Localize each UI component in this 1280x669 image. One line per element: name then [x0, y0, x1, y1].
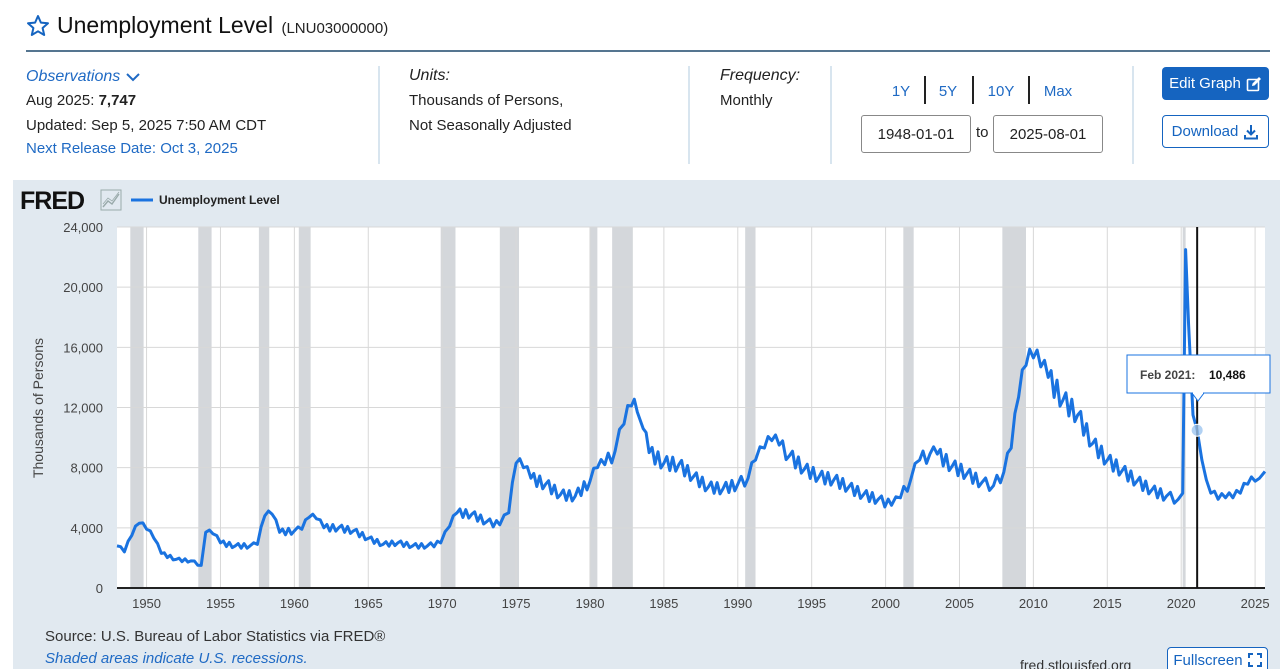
fullscreen-label: Fullscreen — [1173, 651, 1243, 669]
title-bar: Unemployment Level (LNU03000000) — [26, 12, 1270, 52]
y-tick-label: 8,000 — [70, 461, 103, 476]
fullscreen-icon — [1247, 653, 1262, 667]
legend-label: Unemployment Level — [159, 193, 280, 207]
y-axis-label: Thousands of Persons — [30, 338, 46, 478]
x-tick-label: 1995 — [797, 596, 826, 611]
page-title: Unemployment Level (LNU03000000) — [57, 12, 388, 39]
x-tick-label: 2025 — [1241, 596, 1270, 611]
range-5y-button[interactable]: 5Y — [938, 83, 958, 100]
fred-chart-icon — [100, 189, 122, 211]
x-tick-label: 1950 — [132, 596, 161, 611]
range-1y-button[interactable]: 1Y — [891, 83, 911, 100]
units-panel: Units: Thousands of Persons, Not Seasona… — [409, 66, 679, 164]
x-tick-label: 2005 — [945, 596, 974, 611]
source-note: Source: U.S. Bureau of Labor Statistics … — [45, 628, 386, 645]
x-tick-label: 2020 — [1167, 596, 1196, 611]
x-tick-label: 2000 — [871, 596, 900, 611]
download-button[interactable]: Download — [1162, 115, 1269, 148]
tooltip: Feb 2021: 10,486 — [1126, 354, 1271, 402]
updated-timestamp: Updated: Sep 5, 2025 7:50 AM CDT — [26, 117, 267, 134]
x-tick-label: 2015 — [1093, 596, 1122, 611]
edit-graph-button[interactable]: Edit Graph — [1162, 67, 1269, 100]
fred-logo[interactable]: FRED — [20, 187, 85, 215]
next-release-link[interactable]: Next Release Date: Oct 3, 2025 — [26, 140, 238, 157]
divider — [1028, 76, 1030, 104]
end-date-input[interactable] — [993, 115, 1103, 153]
edit-graph-label: Edit Graph — [1169, 75, 1241, 92]
latest-period: Aug 2025: — [26, 92, 95, 109]
tooltip-date: Feb 2021: — [1140, 368, 1195, 382]
recession-note-link[interactable]: Shaded areas indicate U.S. recessions. — [45, 650, 308, 667]
range-10y-button[interactable]: 10Y — [987, 83, 1015, 100]
x-tick-label: 1985 — [649, 596, 678, 611]
star-icon[interactable] — [26, 14, 50, 38]
y-ticks: 0 4,000 8,000 12,000 16,000 20,000 24,000 — [63, 220, 103, 596]
divider — [378, 66, 380, 164]
download-label: Download — [1171, 123, 1239, 140]
download-icon — [1244, 124, 1259, 139]
x-tick-label: 1990 — [723, 596, 752, 611]
y-tick-label: 16,000 — [63, 340, 103, 355]
x-tick-label: 2010 — [1019, 596, 1048, 611]
divider — [1132, 66, 1134, 164]
series-line-unemployment[interactable] — [116, 248, 1267, 567]
units-line-1: Thousands of Persons, — [409, 92, 564, 109]
units-heading: Units: — [409, 67, 450, 84]
x-tick-label: 1965 — [354, 596, 383, 611]
x-tick-label: 1980 — [576, 596, 605, 611]
divider — [972, 76, 974, 104]
frequency-value: Monthly — [720, 92, 773, 109]
x-ticks: 1950 1955 1960 1965 1970 1975 1980 1985 1990 1995… — [132, 596, 1269, 611]
tooltip-value: 10,486 — [1209, 368, 1246, 382]
x-tick-label: 1970 — [428, 596, 457, 611]
edit-icon — [1246, 76, 1261, 91]
frequency-heading: Frequency: — [720, 67, 801, 84]
to-label: to — [976, 124, 989, 141]
latest-value: 7,747 — [98, 92, 137, 109]
divider — [688, 66, 690, 164]
graph-panel: FRED Unemployment Level Thousands of Per… — [13, 180, 1280, 669]
units-line-2: Not Seasonally Adjusted — [409, 117, 572, 134]
y-tick-label: 20,000 — [63, 280, 103, 295]
observations-toggle-label: Observations — [26, 68, 121, 85]
chevron-down-icon — [126, 73, 140, 82]
x-tick-label: 1955 — [206, 596, 235, 611]
grid — [117, 226, 1265, 589]
chart[interactable]: FRED Unemployment Level Thousands of Per… — [13, 180, 1280, 669]
y-tick-label: 24,000 — [63, 220, 103, 235]
series-title-text: Unemployment Level — [57, 12, 274, 38]
y-tick-label: 4,000 — [70, 521, 103, 536]
start-date-input[interactable] — [861, 115, 971, 153]
divider — [924, 76, 926, 104]
hover-point — [1190, 423, 1204, 437]
y-tick-label: 12,000 — [63, 401, 103, 416]
x-tick-label: 1975 — [502, 596, 531, 611]
series-id: (LNU03000000) — [281, 20, 389, 37]
frequency-panel: Frequency: Monthly — [720, 66, 820, 164]
observations-toggle[interactable]: Observations — [26, 66, 141, 88]
y-tick-label: 0 — [96, 581, 103, 596]
range-max-button[interactable]: Max — [1043, 83, 1073, 100]
fullscreen-button[interactable]: Fullscreen — [1167, 647, 1268, 669]
site-url: fred.stlouisfed.org — [1020, 657, 1132, 669]
latest-observation: Aug 2025: 7,747 — [26, 88, 366, 113]
divider — [830, 66, 832, 164]
observations-panel: Observations Aug 2025: 7,747 Updated: Se… — [26, 66, 366, 164]
x-tick-label: 1960 — [280, 596, 309, 611]
